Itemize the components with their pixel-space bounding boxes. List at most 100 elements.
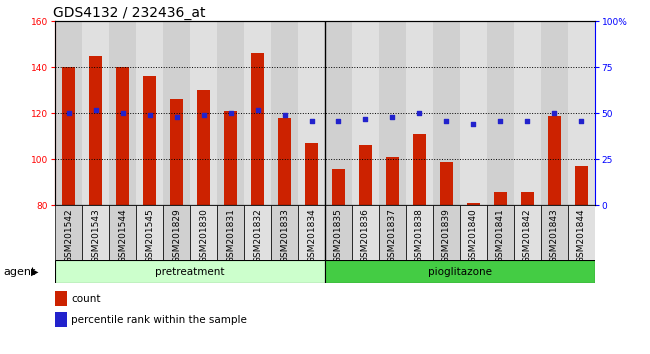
Bar — [224, 111, 237, 205]
Text: agent: agent — [3, 267, 36, 277]
Bar — [547, 115, 561, 205]
Point — [118, 110, 128, 116]
Point — [360, 116, 370, 122]
Bar — [439, 161, 453, 205]
Bar — [82, 21, 109, 205]
Bar — [541, 205, 568, 260]
Bar — [116, 67, 129, 205]
Bar — [514, 205, 541, 260]
Point — [468, 121, 478, 127]
Bar — [217, 21, 244, 205]
Text: GSM201829: GSM201829 — [172, 208, 181, 263]
Bar — [244, 205, 271, 260]
Text: GSM201839: GSM201839 — [442, 208, 451, 263]
Bar — [460, 21, 487, 205]
Bar — [379, 205, 406, 260]
Text: GSM201831: GSM201831 — [226, 208, 235, 263]
Bar — [271, 205, 298, 260]
Bar — [197, 90, 211, 205]
Bar — [163, 21, 190, 205]
Text: GSM201544: GSM201544 — [118, 208, 127, 263]
Text: pretreatment: pretreatment — [155, 267, 225, 277]
Bar — [359, 145, 372, 205]
Bar — [521, 192, 534, 205]
Text: GSM201832: GSM201832 — [253, 208, 262, 263]
Bar — [352, 21, 379, 205]
Bar — [433, 21, 460, 205]
Bar — [244, 21, 271, 205]
Text: GSM201834: GSM201834 — [307, 208, 316, 263]
Point — [441, 118, 452, 124]
Bar — [109, 21, 136, 205]
Bar — [433, 205, 460, 260]
Bar — [467, 203, 480, 205]
Point — [333, 118, 344, 124]
Bar — [325, 260, 595, 283]
Point — [306, 118, 317, 124]
Bar — [298, 205, 325, 260]
Point — [576, 118, 586, 124]
Point — [387, 114, 398, 120]
Bar — [541, 21, 568, 205]
Bar — [109, 205, 136, 260]
Bar — [493, 192, 507, 205]
Bar — [143, 76, 157, 205]
Bar — [55, 291, 67, 306]
Bar — [325, 21, 352, 205]
Bar — [89, 56, 103, 205]
Bar — [332, 169, 345, 205]
Text: GDS4132 / 232436_at: GDS4132 / 232436_at — [53, 6, 205, 20]
Point — [198, 112, 209, 118]
Bar — [385, 157, 399, 205]
Bar — [82, 205, 109, 260]
Bar — [163, 205, 190, 260]
Text: pioglitazone: pioglitazone — [428, 267, 492, 277]
Bar — [190, 21, 217, 205]
Point — [226, 110, 236, 116]
Bar — [136, 205, 163, 260]
Text: GSM201842: GSM201842 — [523, 208, 532, 263]
Bar — [271, 21, 298, 205]
Bar — [406, 21, 433, 205]
Bar — [568, 21, 595, 205]
Point — [64, 110, 74, 116]
Text: GSM201830: GSM201830 — [199, 208, 208, 263]
Text: count: count — [72, 293, 101, 304]
Text: GSM201837: GSM201837 — [388, 208, 397, 263]
Text: GSM201835: GSM201835 — [334, 208, 343, 263]
Bar — [55, 205, 83, 260]
Bar — [190, 205, 217, 260]
Point — [549, 110, 560, 116]
Point — [522, 118, 532, 124]
Bar — [460, 205, 487, 260]
Bar — [325, 205, 352, 260]
Bar — [278, 118, 291, 205]
Text: percentile rank within the sample: percentile rank within the sample — [72, 315, 247, 325]
Bar — [568, 205, 595, 260]
Bar — [217, 205, 244, 260]
Bar — [62, 67, 75, 205]
Text: GSM201545: GSM201545 — [145, 208, 154, 263]
Point — [280, 112, 290, 118]
Bar — [487, 21, 514, 205]
Text: GSM201543: GSM201543 — [91, 208, 100, 263]
Text: GSM201840: GSM201840 — [469, 208, 478, 263]
Text: GSM201836: GSM201836 — [361, 208, 370, 263]
Bar — [251, 53, 265, 205]
Bar — [406, 205, 433, 260]
Bar — [55, 260, 325, 283]
Bar — [55, 312, 67, 327]
Point — [144, 112, 155, 118]
Bar — [170, 99, 183, 205]
Point — [414, 110, 424, 116]
Bar — [575, 166, 588, 205]
Bar — [352, 205, 379, 260]
Text: GSM201843: GSM201843 — [550, 208, 559, 263]
Text: GSM201833: GSM201833 — [280, 208, 289, 263]
Text: GSM201844: GSM201844 — [577, 208, 586, 263]
Point — [252, 107, 263, 113]
Bar — [487, 205, 514, 260]
Point — [172, 114, 182, 120]
Point — [495, 118, 506, 124]
Bar — [413, 134, 426, 205]
